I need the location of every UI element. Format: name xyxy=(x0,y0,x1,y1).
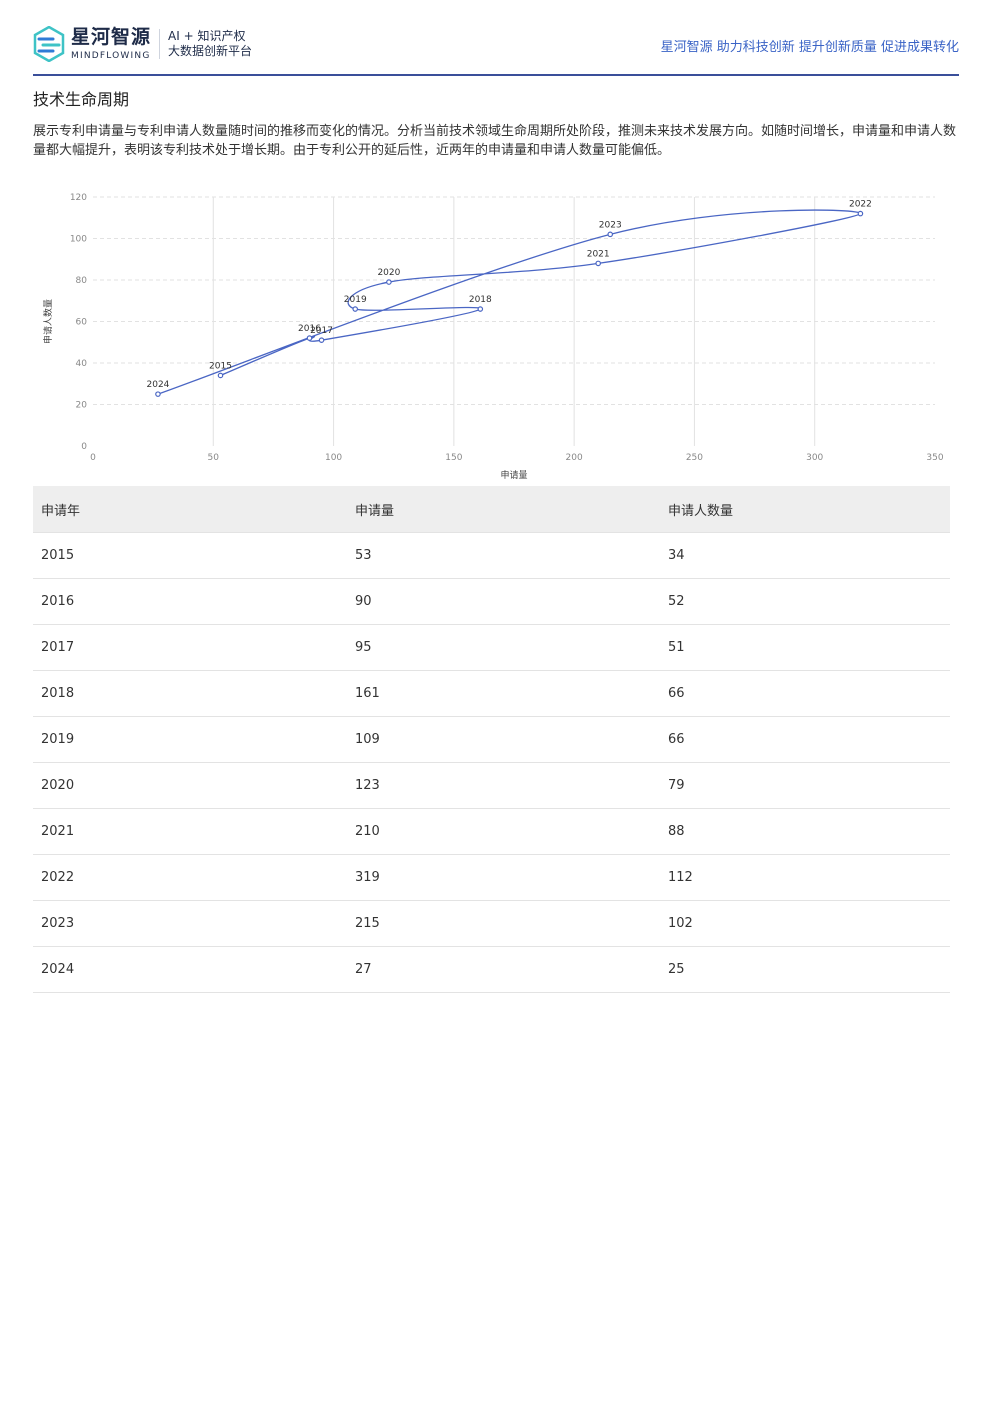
x-tick-label: 0 xyxy=(90,453,96,463)
cell-applications: 27 xyxy=(347,946,660,993)
table-row: 2016 90 52 xyxy=(33,578,950,625)
data-point-label: 2024 xyxy=(147,380,170,390)
data-point xyxy=(318,337,325,343)
table-row: 2019 109 66 xyxy=(33,716,950,763)
x-tick-label: 200 xyxy=(566,453,583,463)
table-row: 2017 95 51 xyxy=(33,624,950,671)
cell-applicants: 102 xyxy=(660,900,950,947)
brand-logo[interactable]: 星河智源 MINDFLOWING AI + 知识产权 大数据创新平台 xyxy=(33,24,252,64)
cell-applicants: 88 xyxy=(660,808,950,855)
brand-name-cn: 星河智源 xyxy=(71,25,152,48)
cell-applicants: 66 xyxy=(660,716,950,763)
x-axis-title: 申请量 xyxy=(500,469,527,481)
section-description: 展示专利申请量与专利申请人数量随时间的推移而变化的情况。分析当前技术领域生命周期… xyxy=(33,124,957,158)
data-point-label: 2016 xyxy=(298,324,321,334)
table-row: 2015 53 34 xyxy=(33,532,950,579)
data-point xyxy=(477,306,484,312)
x-tick-label: 300 xyxy=(806,453,823,463)
cell-applicants: 112 xyxy=(660,854,950,901)
cell-applications: 109 xyxy=(347,716,660,763)
data-point-label: 2019 xyxy=(344,295,367,305)
cell-applicants: 51 xyxy=(660,624,950,671)
table-row: 2018 161 66 xyxy=(33,670,950,717)
column-header-year: 申请年 xyxy=(33,486,347,533)
y-tick-label: 0 xyxy=(81,442,87,452)
table-row: 2020 123 79 xyxy=(33,762,950,809)
cell-year: 2023 xyxy=(33,900,347,947)
brand-name-en: MINDFLOWING xyxy=(71,50,151,61)
mindflowing-logo-icon xyxy=(33,26,65,62)
cell-year: 2019 xyxy=(33,716,347,763)
cell-applications: 53 xyxy=(347,532,660,579)
cell-applications: 215 xyxy=(347,900,660,947)
series-line xyxy=(157,209,862,395)
cell-applications: 319 xyxy=(347,854,660,901)
column-header-applicants: 申请人数量 xyxy=(660,486,950,533)
cell-applications: 123 xyxy=(347,762,660,809)
cell-year: 2016 xyxy=(33,578,347,625)
y-tick-label: 60 xyxy=(76,318,88,328)
data-point xyxy=(352,306,359,312)
cell-applications: 210 xyxy=(347,808,660,855)
x-tick-label: 50 xyxy=(208,453,220,463)
y-tick-label: 80 xyxy=(76,276,88,286)
data-point-label: 2020 xyxy=(377,268,400,278)
brand-tagline-1: AI + 知识产权 xyxy=(168,29,246,43)
y-tick-label: 100 xyxy=(70,235,87,245)
x-tick-label: 350 xyxy=(926,453,943,463)
data-point xyxy=(386,279,392,285)
cell-applications: 95 xyxy=(347,624,660,671)
data-point xyxy=(306,335,313,341)
lifecycle-chart: 0 20 40 60 80 100 120 0 50 100 150 200 250 300 350 申请量 申… xyxy=(33,186,959,482)
cell-applications: 161 xyxy=(347,670,660,717)
brand-divider xyxy=(159,29,161,59)
page-header: 星河智源 MINDFLOWING AI + 知识产权 大数据创新平台 星河智源 … xyxy=(33,22,959,76)
cell-applications: 90 xyxy=(347,578,660,625)
data-point xyxy=(595,260,602,267)
data-point-label: 2018 xyxy=(469,295,492,305)
data-point xyxy=(607,231,614,238)
y-axis-title: 申请人数量 xyxy=(42,299,54,344)
cell-applicants: 25 xyxy=(660,946,950,993)
column-header-applications: 申请量 xyxy=(347,486,660,533)
table-row: 2021 210 88 xyxy=(33,808,950,855)
brand-tagline-2: 大数据创新平台 xyxy=(168,44,253,58)
cell-year: 2018 xyxy=(33,670,347,717)
cell-applicants: 34 xyxy=(660,532,950,579)
cell-year: 2015 xyxy=(33,532,347,579)
cell-applicants: 52 xyxy=(660,578,950,625)
y-tick-label: 20 xyxy=(76,401,88,411)
lifecycle-chart-svg: 0 20 40 60 80 100 120 0 50 100 150 200 250 300 350 申请量 申… xyxy=(42,193,944,481)
x-tick-label: 150 xyxy=(445,453,462,463)
data-point-label: 2021 xyxy=(587,249,610,259)
cell-applicants: 66 xyxy=(660,670,950,717)
x-tick-label: 250 xyxy=(686,453,703,463)
y-tick-label: 40 xyxy=(76,359,88,369)
cell-year: 2017 xyxy=(33,624,347,671)
data-point xyxy=(217,372,224,379)
x-tick-label: 100 xyxy=(325,453,342,463)
y-tick-label: 120 xyxy=(70,193,87,203)
data-point xyxy=(155,391,161,397)
table-row: 2022 319 112 xyxy=(33,854,950,901)
data-point-label: 2015 xyxy=(209,361,232,371)
table-row: 2023 215 102 xyxy=(33,900,950,947)
cell-year: 2022 xyxy=(33,854,347,901)
table-header-row: 申请年 申请量 申请人数量 xyxy=(33,486,950,533)
lifecycle-table: 申请年 申请量 申请人数量 2015 53 34 2016 90 52 2017 95 51… xyxy=(33,486,950,993)
data-point xyxy=(857,210,864,217)
cell-year: 2024 xyxy=(33,946,347,993)
section-title: 技术生命周期 xyxy=(33,90,130,109)
data-point-label: 2023 xyxy=(599,220,622,230)
cell-year: 2021 xyxy=(33,808,347,855)
cell-applicants: 79 xyxy=(660,762,950,809)
table-row: 2024 27 25 xyxy=(33,946,950,993)
header-slogan: 星河智源 助力科技创新 提升创新质量 促进成果转化 xyxy=(660,40,959,55)
cell-year: 2020 xyxy=(33,762,347,809)
data-point-label: 2022 xyxy=(849,200,872,210)
data-point-label: 2017 xyxy=(310,326,333,336)
